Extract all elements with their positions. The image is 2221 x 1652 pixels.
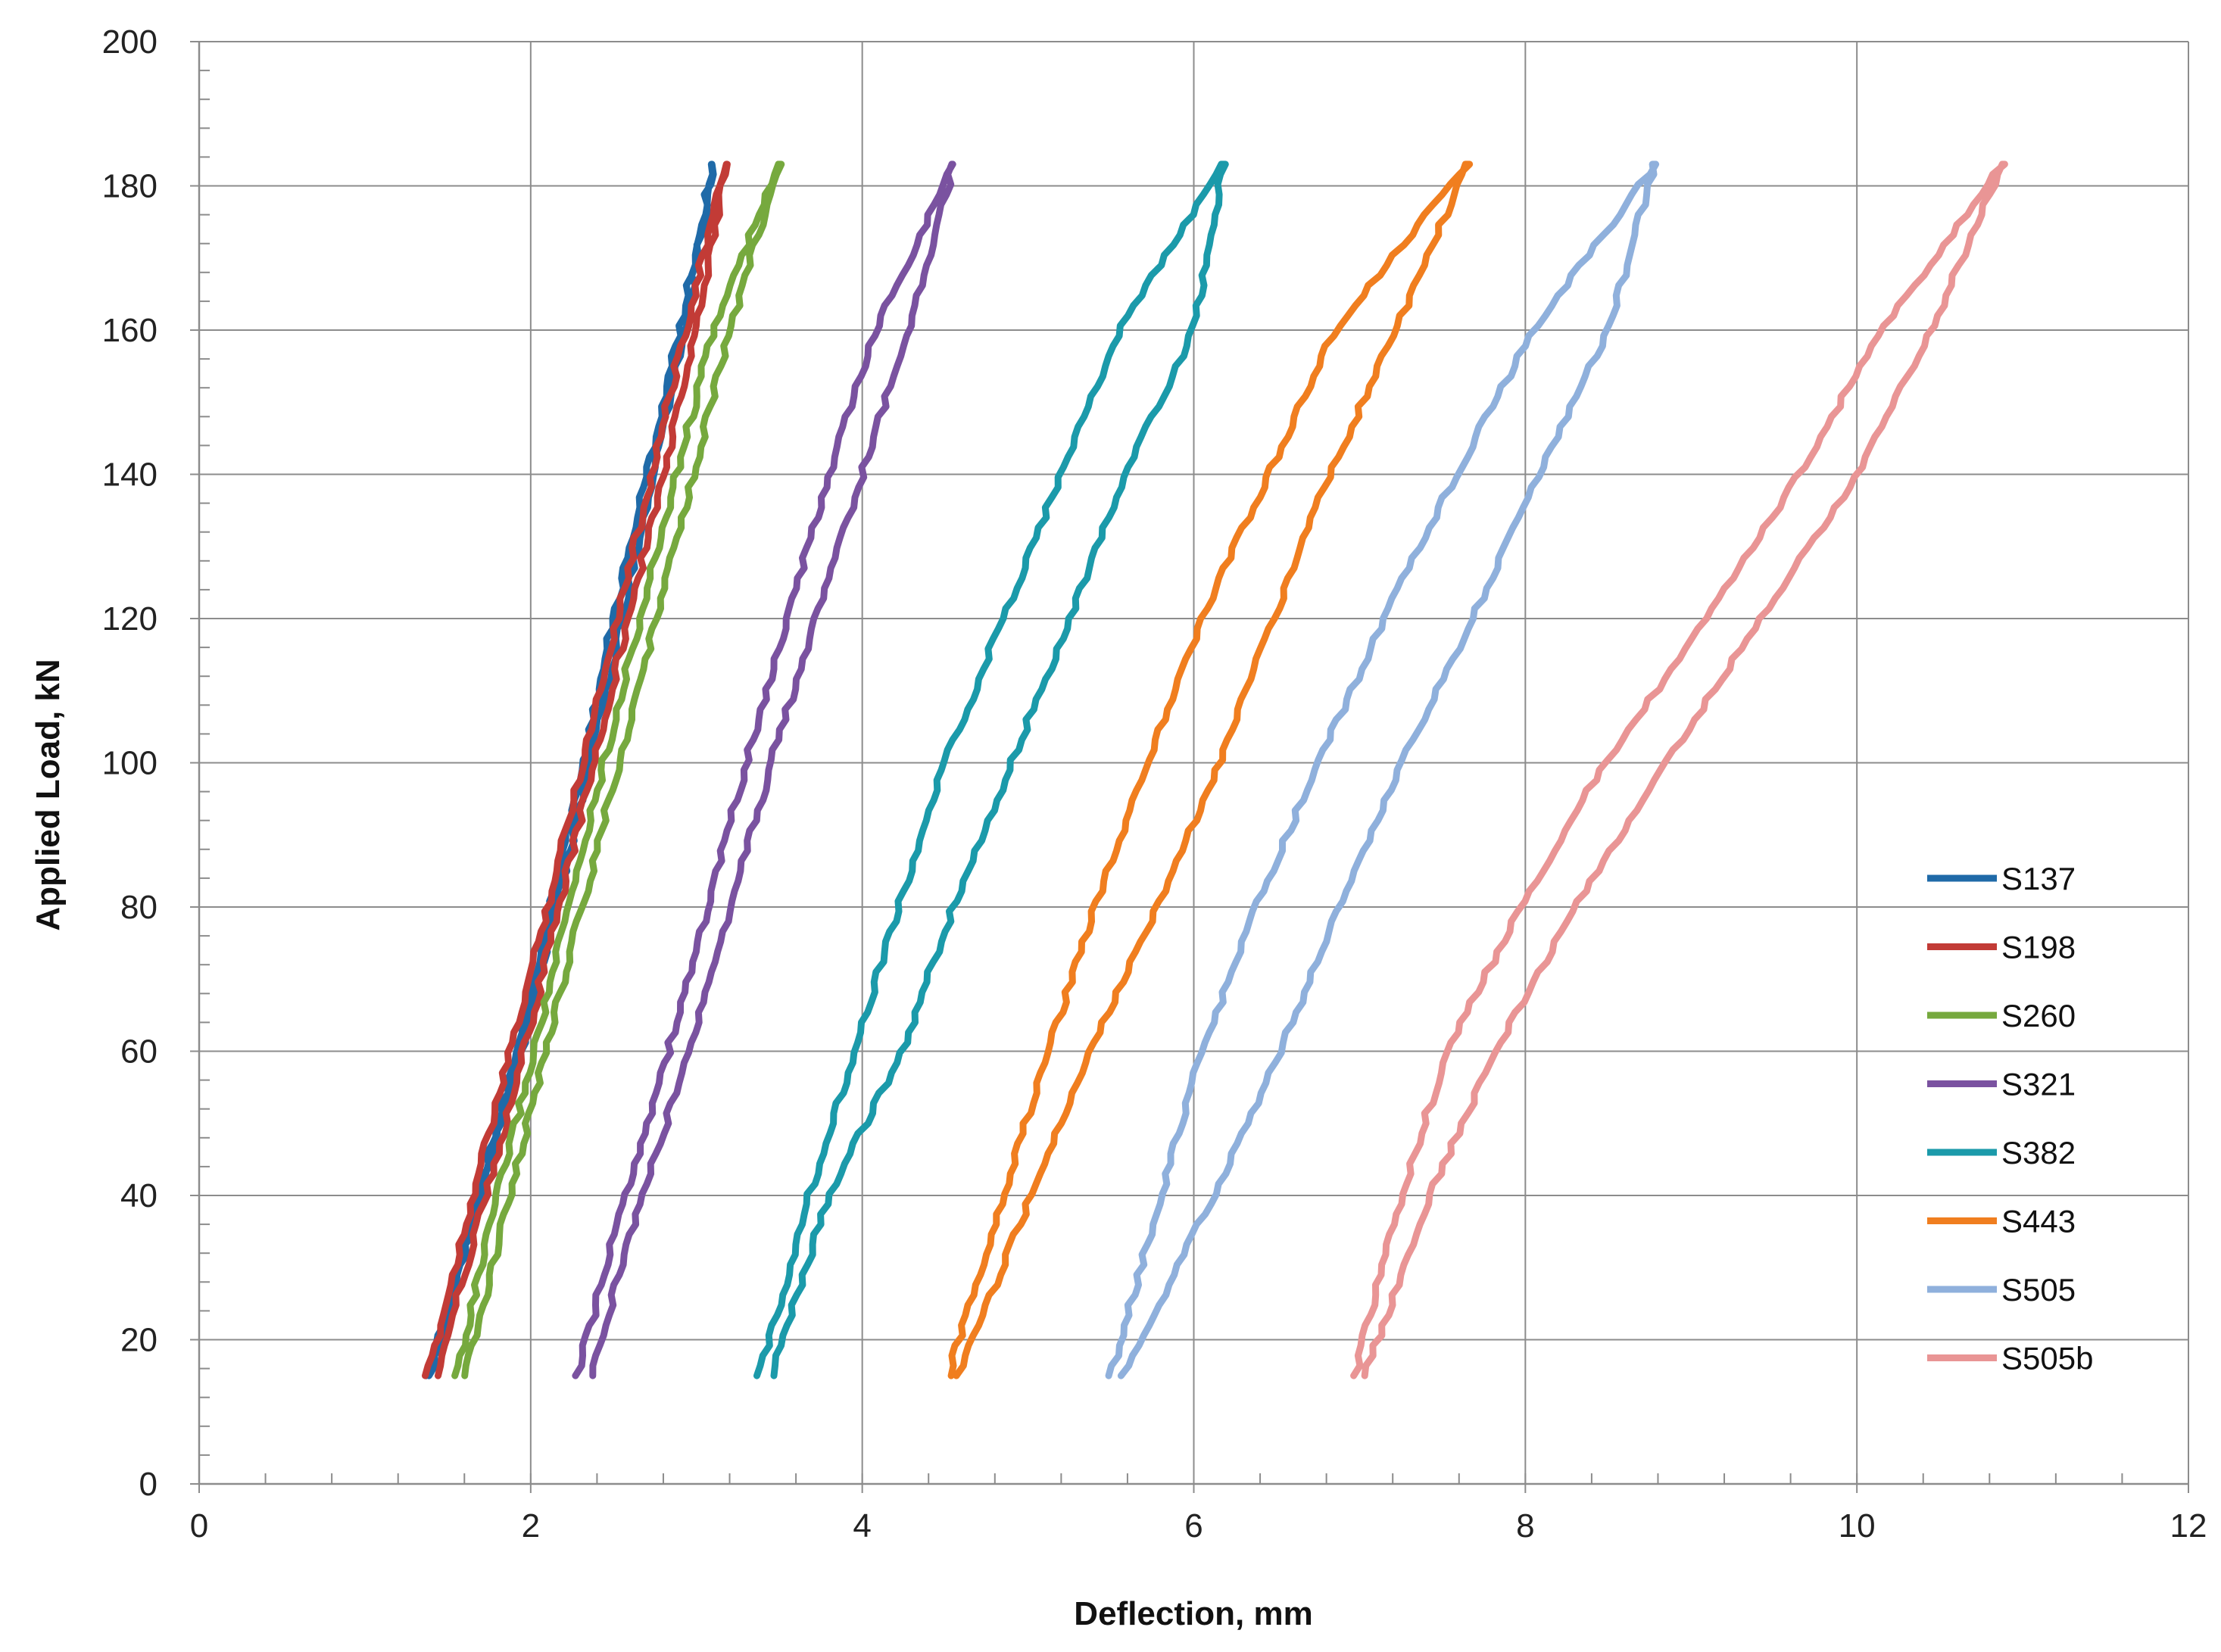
legend-label-s321: S321 xyxy=(2001,1067,2076,1102)
legend-label-s505: S505 xyxy=(2001,1272,2076,1308)
legend-label-s505b: S505b xyxy=(2001,1341,2093,1376)
y-tick-label-9: 180 xyxy=(102,168,158,205)
y-tick-label-1: 20 xyxy=(120,1322,158,1359)
series-lines xyxy=(422,161,2008,1379)
y-tick-label-5: 100 xyxy=(102,745,158,782)
x-tick-label-4: 8 xyxy=(1516,1507,1534,1544)
legend-label-s198: S198 xyxy=(2001,930,2076,965)
x-tick-label-2: 4 xyxy=(853,1507,871,1544)
series-line-s505 xyxy=(1105,161,1660,1379)
series-line-s321 xyxy=(572,161,956,1379)
axes xyxy=(190,41,2189,1493)
x-tick-label-6: 12 xyxy=(2170,1507,2207,1544)
x-tick-label-5: 10 xyxy=(1839,1507,1876,1544)
x-tick-label-3: 6 xyxy=(1184,1507,1203,1544)
y-tick-label-10: 200 xyxy=(102,23,158,61)
x-tick-label-1: 2 xyxy=(522,1507,540,1544)
y-tick-label-4: 80 xyxy=(120,889,158,926)
series-line-s137 xyxy=(423,161,717,1379)
legend-label-s443: S443 xyxy=(2001,1204,2076,1239)
series-line-s443 xyxy=(947,161,1474,1379)
y-tick-label-0: 0 xyxy=(139,1466,158,1503)
x-tick-label-0: 0 xyxy=(190,1507,208,1544)
y-tick-label-6: 120 xyxy=(102,600,158,637)
series-line-s505b xyxy=(1350,161,2008,1379)
series-line-s198 xyxy=(422,161,731,1379)
legend: S137 S198 S260 S321 S382 S443 S505 S505b xyxy=(1927,861,2093,1376)
y-tick-labels: 0 20 40 60 80 100 120 140 160 180 200 xyxy=(102,23,158,1503)
y-tick-label-3: 60 xyxy=(120,1033,158,1071)
y-tick-label-2: 40 xyxy=(120,1177,158,1214)
series-line-s382 xyxy=(753,161,1229,1379)
x-axis-title: Deflection, mm xyxy=(1074,1595,1312,1632)
y-tick-label-7: 140 xyxy=(102,457,158,494)
legend-label-s137: S137 xyxy=(2001,861,2076,896)
legend-label-s260: S260 xyxy=(2001,998,2076,1033)
legend-label-s382: S382 xyxy=(2001,1135,2076,1170)
y-axis-title: Applied Load, kN xyxy=(30,659,67,930)
minor-tick-marks xyxy=(199,70,2123,1484)
x-tick-labels: 0 2 4 6 8 10 12 xyxy=(190,1507,2207,1544)
series-line-s260 xyxy=(451,161,785,1379)
y-tick-label-8: 160 xyxy=(102,312,158,349)
